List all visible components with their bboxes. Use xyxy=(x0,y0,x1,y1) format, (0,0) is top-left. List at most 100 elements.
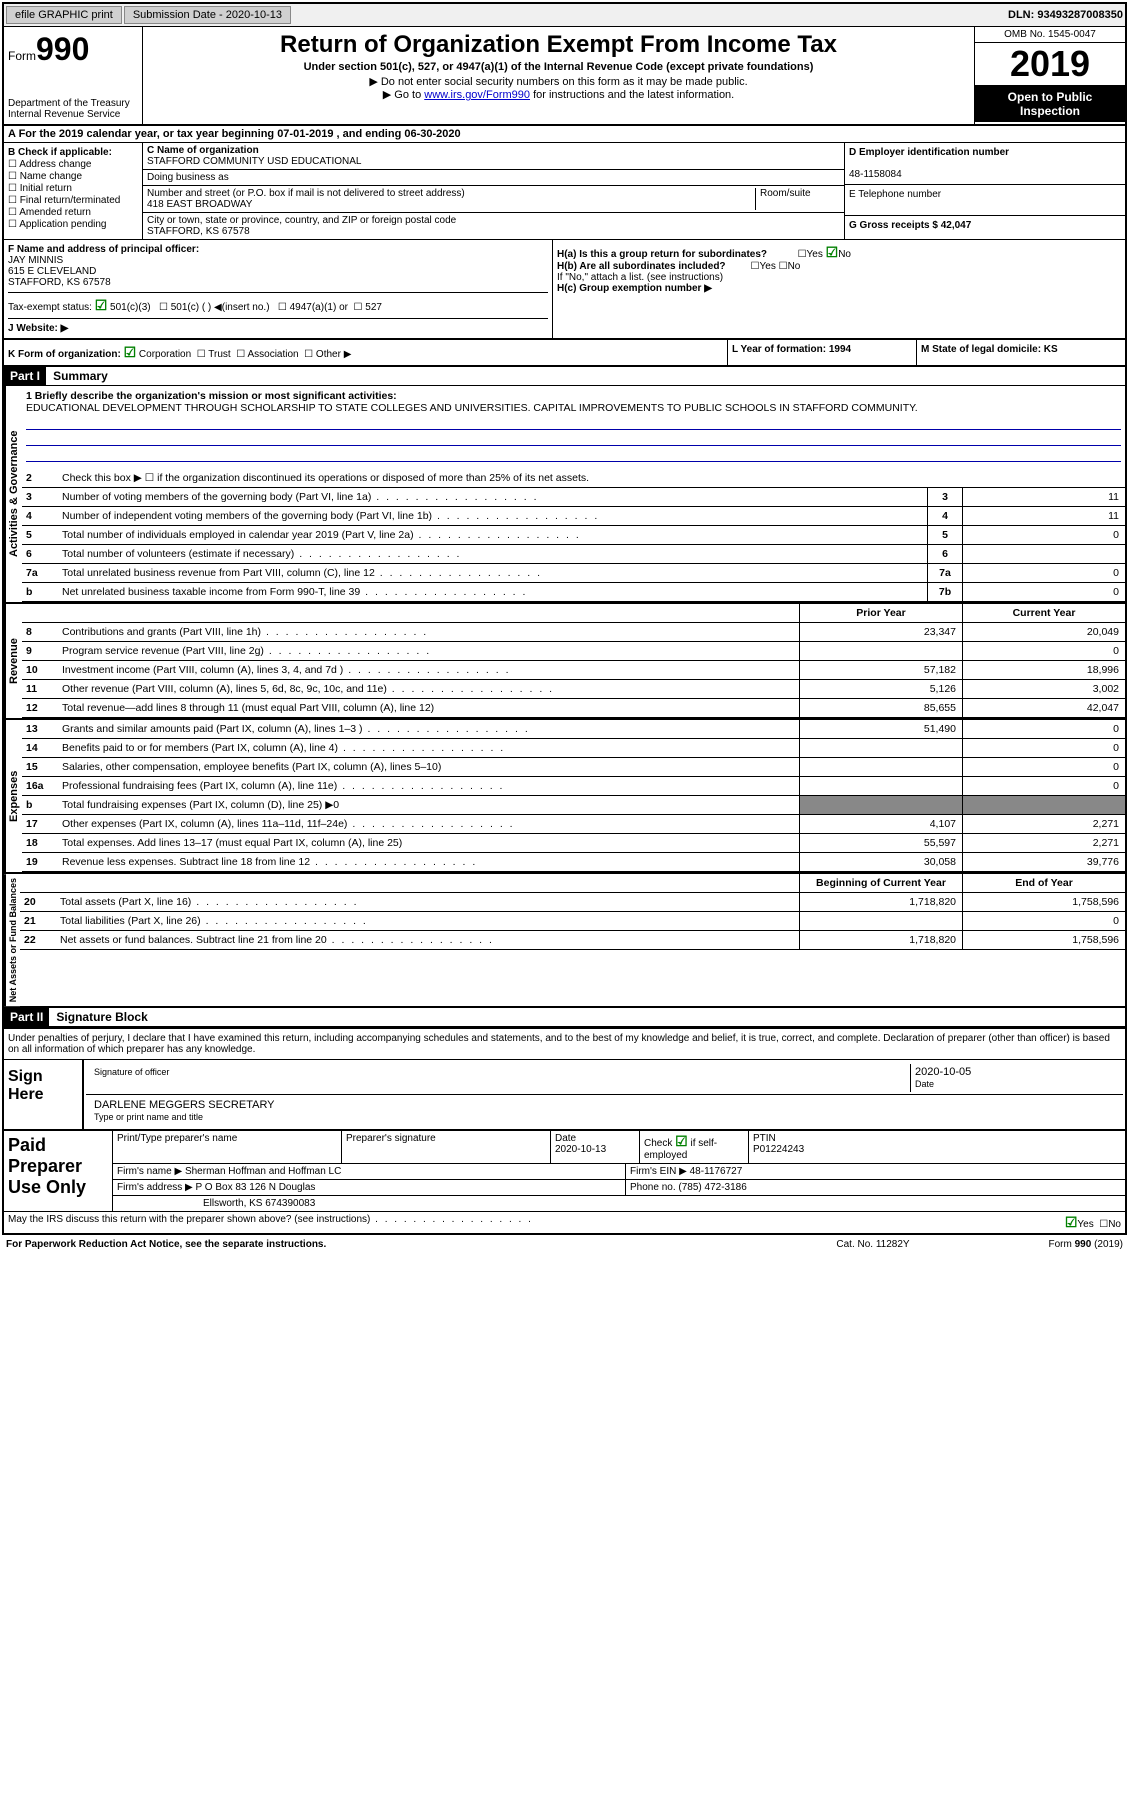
irs-link[interactable]: www.irs.gov/Form990 xyxy=(424,89,530,101)
section-l: L Year of formation: 1994 xyxy=(727,340,916,365)
prep-date-label: Date xyxy=(555,1133,576,1144)
header-row: Form990 Department of the Treasury Inter… xyxy=(4,27,1125,126)
sign-section: Sign Here Signature of officer 2020-10-0… xyxy=(4,1059,1125,1129)
part2-title: Signature Block xyxy=(52,1008,151,1026)
note2-pre: ▶ Go to xyxy=(383,89,424,101)
line1-text: EDUCATIONAL DEVELOPMENT THROUGH SCHOLARS… xyxy=(26,402,918,414)
k-corp: Corporation xyxy=(139,349,191,360)
website-row: J Website: ▶ xyxy=(8,318,548,334)
line6: 6Total number of volunteers (estimate if… xyxy=(22,545,1125,564)
line2: 2 Check this box ▶ ☐ if the organization… xyxy=(22,469,1125,488)
netassets-section: Net Assets or Fund Balances Beginning of… xyxy=(4,872,1125,1006)
part1-header: Part I Summary xyxy=(4,367,1125,386)
efile-button[interactable]: efile GRAPHIC print xyxy=(6,6,122,24)
discuss-row: May the IRS discuss this return with the… xyxy=(4,1211,1125,1233)
dln: DLN: 93493287008350 xyxy=(1008,9,1123,21)
prep-sig-label: Preparer's signature xyxy=(342,1131,551,1163)
org-name-box: C Name of organization STAFFORD COMMUNIT… xyxy=(143,143,844,170)
inspection-label: Open to Public Inspection xyxy=(975,86,1125,122)
part2-header: Part II Signature Block xyxy=(4,1006,1125,1027)
section-d: D Employer identification number 48-1158… xyxy=(844,143,1125,239)
hc-label: H(c) Group exemption number ▶ xyxy=(557,283,712,294)
expenses-label: Expenses xyxy=(4,720,22,872)
footer: For Paperwork Reduction Act Notice, see … xyxy=(0,1237,1129,1252)
chk-amended[interactable]: ☐ Amended return xyxy=(8,207,138,218)
officer-name: JAY MINNIS xyxy=(8,255,63,266)
line16a: 16aProfessional fundraising fees (Part I… xyxy=(22,777,1125,796)
ptin-label: PTIN xyxy=(753,1133,776,1144)
m-text: M State of legal domicile: KS xyxy=(921,344,1058,355)
form-note2: ▶ Go to www.irs.gov/Form990 for instruct… xyxy=(147,88,970,101)
officer-addr2: STAFFORD, KS 67578 xyxy=(8,277,111,288)
sig-date-label: Date xyxy=(915,1079,934,1089)
line12: 12Total revenue—add lines 8 through 11 (… xyxy=(22,699,1125,718)
sig-name: DARLENE MEGGERS SECRETARY xyxy=(94,1099,275,1111)
sig-name-label: Type or print name and title xyxy=(94,1112,203,1122)
activities-section: Activities & Governance 1 Briefly descri… xyxy=(4,386,1125,602)
chk-address[interactable]: ☐ Address change xyxy=(8,159,138,170)
check-icon: ☑ xyxy=(826,244,839,260)
dept-label: Department of the Treasury Internal Reve… xyxy=(8,98,138,120)
year-box: OMB No. 1545-0047 2019 Open to Public In… xyxy=(974,27,1125,124)
cat-no: Cat. No. 11282Y xyxy=(773,1239,973,1250)
ein-box: D Employer identification number 48-1158… xyxy=(845,143,1125,185)
sign-here-label: Sign Here xyxy=(4,1060,82,1129)
ha-label: H(a) Is this a group return for subordin… xyxy=(557,249,767,260)
line1: 1 Briefly describe the organization's mi… xyxy=(22,386,1125,469)
line22: 22Net assets or fund balances. Subtract … xyxy=(20,931,1125,950)
firm-addr2: Ellsworth, KS 674390083 xyxy=(113,1196,1125,1211)
chk-initial[interactable]: ☐ Initial return xyxy=(8,183,138,194)
name-label: C Name of organization xyxy=(147,145,259,156)
k-label: K Form of organization: xyxy=(8,349,121,360)
year-headers: Prior YearCurrent Year xyxy=(22,604,1125,623)
form-subtitle: Under section 501(c), 527, or 4947(a)(1)… xyxy=(147,61,970,73)
ein-label: D Employer identification number xyxy=(849,147,1009,158)
part1-label: Part I xyxy=(4,367,46,385)
line7a: 7aTotal unrelated business revenue from … xyxy=(22,564,1125,583)
tax-status: Tax-exempt status: ☑ 501(c)(3) ☐ 501(c) … xyxy=(8,292,548,314)
line18: 18Total expenses. Add lines 13–17 (must … xyxy=(22,834,1125,853)
hb-label: H(b) Are all subordinates included? xyxy=(557,261,726,272)
firm-name-label: Firm's name ▶ xyxy=(117,1166,182,1177)
officer-addr1: 615 E CLEVELAND xyxy=(8,266,96,277)
line4: 4Number of independent voting members of… xyxy=(22,507,1125,526)
form-label-footer: Form xyxy=(1049,1239,1075,1250)
omb-number: OMB No. 1545-0047 xyxy=(975,27,1125,43)
activities-label: Activities & Governance xyxy=(4,386,22,602)
firm-ein: 48-1176727 xyxy=(690,1166,743,1177)
line5: 5Total number of individuals employed in… xyxy=(22,526,1125,545)
expenses-section: Expenses 13Grants and similar amounts pa… xyxy=(4,718,1125,872)
form-990-footer: 990 xyxy=(1075,1239,1092,1250)
declaration: Under penalties of perjury, I declare th… xyxy=(4,1027,1125,1059)
org-address: 418 EAST BROADWAY xyxy=(147,199,755,210)
form-number-box: Form990 Department of the Treasury Inter… xyxy=(4,27,143,124)
form-note1: ▶ Do not enter social security numbers o… xyxy=(147,75,970,88)
section-klm: K Form of organization: ☑ Corporation ☐ … xyxy=(4,340,1125,367)
form-number: 990 xyxy=(36,31,89,67)
chk-final[interactable]: ☐ Final return/terminated xyxy=(8,195,138,206)
form-label: Form xyxy=(8,49,36,63)
f-label: F Name and address of principal officer: xyxy=(8,244,199,255)
officer-row: F Name and address of principal officer:… xyxy=(4,240,1125,340)
k-other: Other ▶ xyxy=(316,349,351,360)
section-k: K Form of organization: ☑ Corporation ☐ … xyxy=(4,340,727,365)
sig-date: 2020-10-05 xyxy=(915,1066,971,1078)
prep-date: 2020-10-13 xyxy=(555,1144,606,1155)
part1-title: Summary xyxy=(49,367,112,385)
chk-name[interactable]: ☐ Name change xyxy=(8,171,138,182)
527: 527 xyxy=(365,302,382,313)
k-assoc: Association xyxy=(247,349,298,360)
firm-phone: (785) 472-3186 xyxy=(678,1182,746,1193)
l-text: L Year of formation: 1994 xyxy=(732,344,851,355)
b-label: B Check if applicable: xyxy=(8,147,112,158)
top-bar: efile GRAPHIC print Submission Date - 20… xyxy=(4,4,1125,27)
status-label: Tax-exempt status: xyxy=(8,302,92,313)
part2-label: Part II xyxy=(4,1008,49,1026)
dba-box: Doing business as xyxy=(143,170,844,186)
sig-officer-label: Signature of officer xyxy=(94,1067,169,1077)
section-c: C Name of organization STAFFORD COMMUNIT… xyxy=(143,143,844,239)
section-h: H(a) Is this a group return for subordin… xyxy=(553,240,1125,338)
501c: 501(c) ( ) ◀(insert no.) xyxy=(171,302,270,313)
line10: 10Investment income (Part VIII, column (… xyxy=(22,661,1125,680)
chk-pending[interactable]: ☐ Application pending xyxy=(8,219,138,230)
